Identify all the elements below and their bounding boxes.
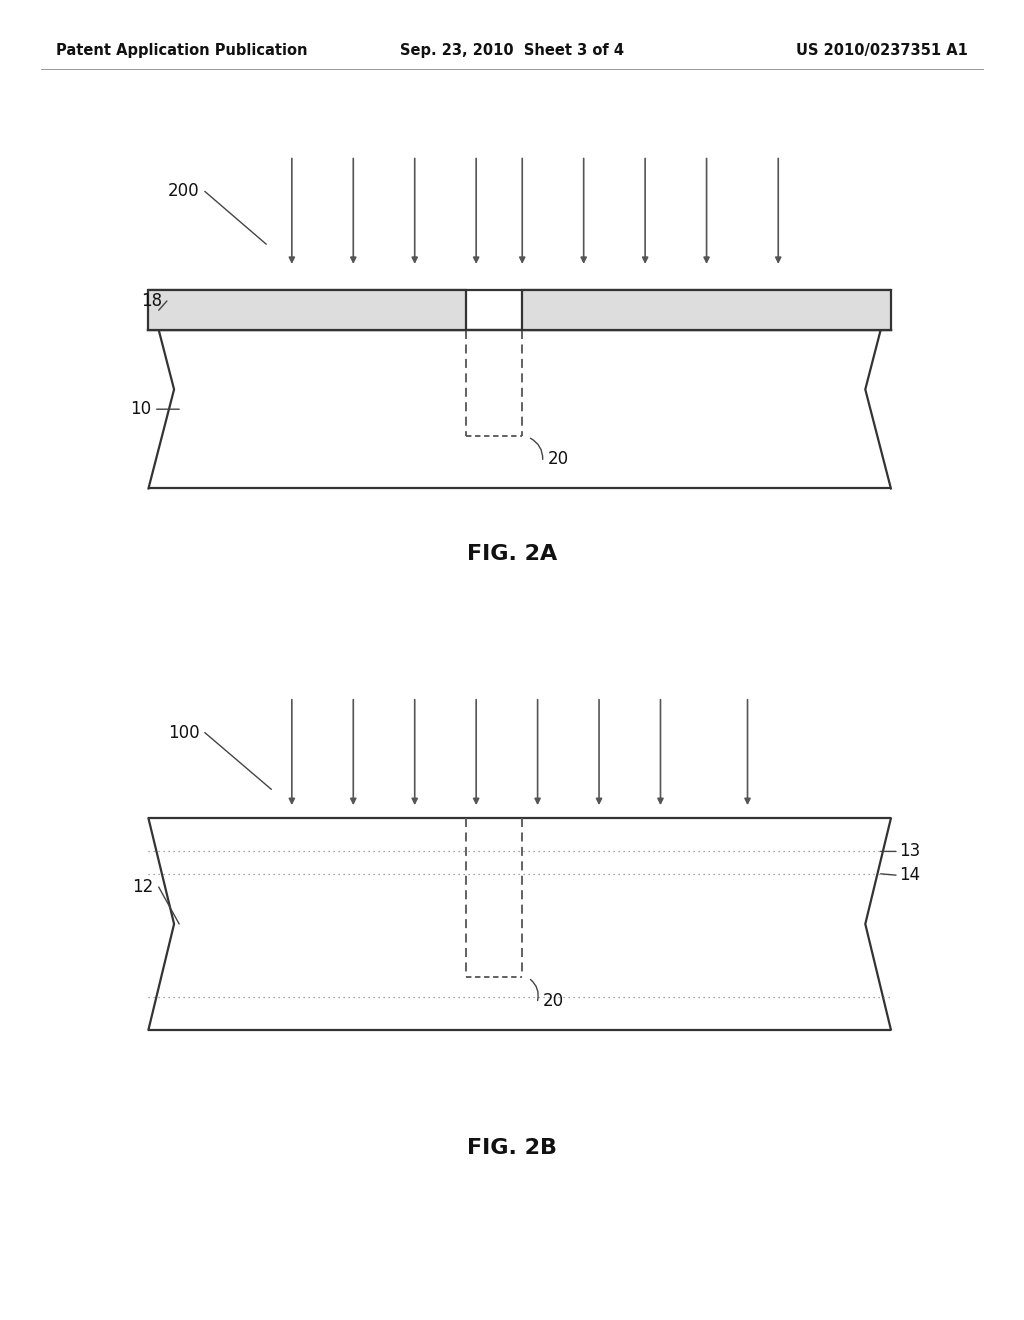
- Text: 100: 100: [168, 723, 200, 742]
- Text: Sep. 23, 2010  Sheet 3 of 4: Sep. 23, 2010 Sheet 3 of 4: [400, 42, 624, 58]
- Text: 10: 10: [130, 400, 152, 418]
- Text: 14: 14: [899, 866, 921, 884]
- Bar: [522, 290, 891, 330]
- Bar: [148, 290, 466, 330]
- Text: 20: 20: [543, 991, 564, 1010]
- Text: FIG. 2B: FIG. 2B: [467, 1138, 557, 1159]
- Text: Patent Application Publication: Patent Application Publication: [56, 42, 308, 58]
- Text: 13: 13: [899, 842, 921, 861]
- Text: 20: 20: [548, 450, 569, 469]
- Text: FIG. 2A: FIG. 2A: [467, 544, 557, 565]
- Text: US 2010/0237351 A1: US 2010/0237351 A1: [796, 42, 968, 58]
- Text: 12: 12: [132, 878, 154, 896]
- Text: 200: 200: [168, 182, 200, 201]
- Text: 18: 18: [140, 292, 162, 310]
